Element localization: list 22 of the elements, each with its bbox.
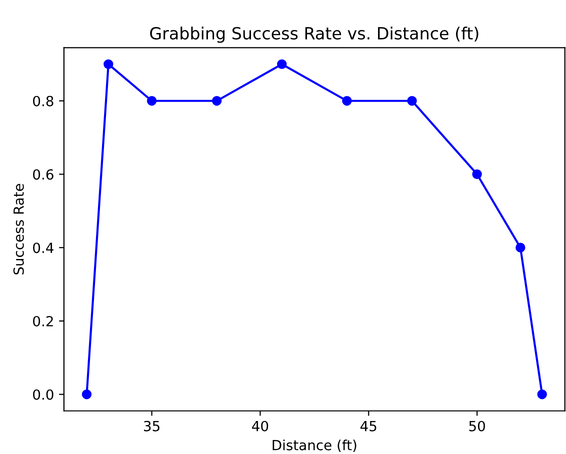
x-tick-label: 35 (144, 420, 160, 432)
point (82, 390, 92, 400)
point (342, 96, 352, 106)
x-tick-label: 50 (469, 420, 485, 432)
x-axis-title: Distance (ft) (272, 440, 356, 452)
point (516, 242, 526, 252)
point (212, 96, 222, 106)
y-tick-label: 0.4 (33, 242, 54, 254)
point (472, 169, 482, 180)
y-axis-title: Success Rate (13, 184, 24, 274)
x-tick-label: 45 (360, 421, 376, 432)
point (277, 59, 287, 70)
y-tick-label: 0.2 (33, 316, 53, 326)
point (407, 96, 417, 106)
point (104, 59, 114, 70)
point (146, 96, 157, 106)
x-tick-label: 40 (252, 420, 268, 432)
y-tick-label: 0.6 (33, 169, 54, 180)
point (537, 390, 547, 400)
y-tick-label: 0.0 (33, 389, 54, 400)
y-tick-label: 0.8 (33, 96, 54, 106)
chart-title: Grabbing Success Rate vs. Distance (ft) (150, 26, 478, 43)
